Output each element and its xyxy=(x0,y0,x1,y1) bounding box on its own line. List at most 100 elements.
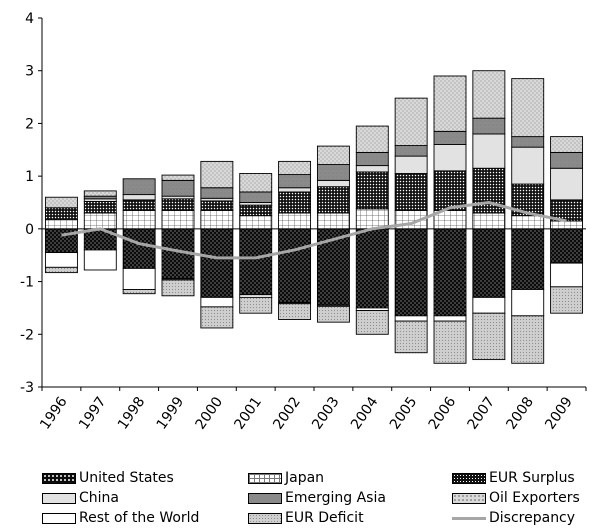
legend-label-oil-exporters: Oil Exporters xyxy=(489,490,580,506)
bar-oil-2006 xyxy=(433,75,467,132)
bar-row-2007 xyxy=(472,296,506,314)
bar-eurs-2003 xyxy=(316,186,350,214)
legend-label-discrepancy: Discrepancy xyxy=(489,510,576,526)
bar-eurd-2009 xyxy=(550,286,584,314)
bar-cn-1998 xyxy=(122,194,156,201)
bar-cn-2009 xyxy=(550,167,584,201)
bar-us-2006 xyxy=(433,228,467,317)
bar-us-2007 xyxy=(472,228,506,298)
bar-eurd-2004 xyxy=(355,310,389,335)
bar-ea-2006 xyxy=(433,130,467,145)
bar-eurd-1996 xyxy=(44,266,78,274)
legend-label-eur-deficit: EUR Deficit xyxy=(285,510,364,526)
bar-ea-1999 xyxy=(161,179,195,197)
x-tick-label-2002: 2002 xyxy=(270,394,304,432)
y-tick-label: -2 xyxy=(20,327,34,343)
legend-item-united-states: United States xyxy=(42,470,174,486)
bar-ea-2009 xyxy=(550,151,584,169)
bar-eurs-2002 xyxy=(278,191,312,214)
bar-jp-1997 xyxy=(83,212,117,230)
bar-oil-1997 xyxy=(83,190,117,197)
bar-eurs-2001 xyxy=(239,204,273,217)
legend-swatch-china xyxy=(42,492,76,504)
bar-ea-2002 xyxy=(278,174,312,189)
bar-oil-2001 xyxy=(239,173,273,193)
bar-eurs-2006 xyxy=(433,170,467,211)
bar-eurs-1997 xyxy=(83,200,117,214)
series-line-discrepancy xyxy=(61,201,567,260)
bar-row-2006 xyxy=(433,315,467,322)
bar-cn-2004 xyxy=(355,165,389,173)
bar-ea-1998 xyxy=(122,178,156,196)
legend-swatch-united-states xyxy=(42,472,76,484)
legend-item-eur-deficit: EUR Deficit xyxy=(248,510,364,526)
bar-us-2002 xyxy=(278,228,312,304)
legend: United States China Rest of the World Ja… xyxy=(42,468,592,530)
bar-jp-2007 xyxy=(472,212,506,230)
bar-cn-2003 xyxy=(316,179,350,188)
bar-jp-2003 xyxy=(316,212,350,230)
legend-item-rest-of-world: Rest of the World xyxy=(42,510,199,526)
bar-jp-2008 xyxy=(511,215,545,230)
bar-us-2004 xyxy=(355,228,389,309)
bar-oil-2002 xyxy=(278,160,312,176)
bar-row-2008 xyxy=(511,289,545,317)
bar-oil-2009 xyxy=(550,136,584,153)
legend-label-eur-surplus: EUR Surplus xyxy=(489,470,575,486)
x-tick-label-2008: 2008 xyxy=(503,394,537,432)
y-tick-label: 1 xyxy=(25,169,34,185)
x-tick-label-1996: 1996 xyxy=(37,394,71,432)
bar-row-2005 xyxy=(394,315,428,322)
legend-label-united-states: United States xyxy=(79,470,174,486)
legend-swatch-japan xyxy=(248,472,282,484)
bar-oil-2004 xyxy=(355,125,389,153)
legend-swatch-emerging-asia xyxy=(248,492,282,504)
bar-eurd-2002 xyxy=(278,303,312,320)
bar-us-2000 xyxy=(200,228,234,298)
bar-eurd-2005 xyxy=(394,320,428,354)
bar-jp-1999 xyxy=(161,209,195,230)
bar-cn-2005 xyxy=(394,155,428,174)
bar-us-2009 xyxy=(550,228,584,264)
bar-eurd-2003 xyxy=(316,305,350,323)
bar-row-2000 xyxy=(200,296,234,308)
bar-cn-2006 xyxy=(433,144,467,172)
bar-eurs-2005 xyxy=(394,173,428,211)
bar-ea-2007 xyxy=(472,117,506,135)
y-tick-label: -3 xyxy=(20,380,34,396)
x-tick-label-2007: 2007 xyxy=(465,394,499,432)
x-tick-label-1998: 1998 xyxy=(115,394,149,432)
legend-label-japan: Japan xyxy=(285,470,325,486)
x-tick-label-2004: 2004 xyxy=(348,394,382,432)
bar-ea-2004 xyxy=(355,151,389,167)
bar-eurd-2008 xyxy=(511,315,545,364)
x-tick-label-1997: 1997 xyxy=(76,394,110,432)
bar-eurd-2006 xyxy=(433,320,467,364)
bar-ea-2003 xyxy=(316,164,350,181)
bar-ea-2001 xyxy=(239,191,273,203)
bar-eurs-2004 xyxy=(355,171,389,210)
bar-eurd-2000 xyxy=(200,306,234,329)
legend-swatch-rest-of-world xyxy=(42,512,76,524)
legend-label-emerging-asia: Emerging Asia xyxy=(285,490,386,506)
bar-eurd-2001 xyxy=(239,296,273,314)
bar-jp-2002 xyxy=(278,212,312,230)
legend-item-oil-exporters: Oil Exporters xyxy=(452,490,580,506)
bar-eurs-1999 xyxy=(161,198,195,211)
bar-us-2005 xyxy=(394,228,428,317)
bar-jp-2000 xyxy=(200,209,234,230)
legend-line-discrepancy xyxy=(452,516,486,520)
bar-eurs-1996 xyxy=(44,207,78,220)
bar-eurd-2007 xyxy=(472,312,506,361)
bar-row-1996 xyxy=(44,252,78,268)
x-tick-label-2001: 2001 xyxy=(231,394,265,432)
bar-oil-1996 xyxy=(44,196,78,209)
bar-cn-2002 xyxy=(278,187,312,193)
bar-row-1998 xyxy=(122,267,156,290)
bar-jp-1998 xyxy=(122,209,156,230)
bar-jp-1996 xyxy=(44,218,78,230)
bar-row-1997 xyxy=(83,249,117,271)
y-tick-label: -1 xyxy=(20,275,34,291)
x-tick-label-2000: 2000 xyxy=(193,394,227,432)
